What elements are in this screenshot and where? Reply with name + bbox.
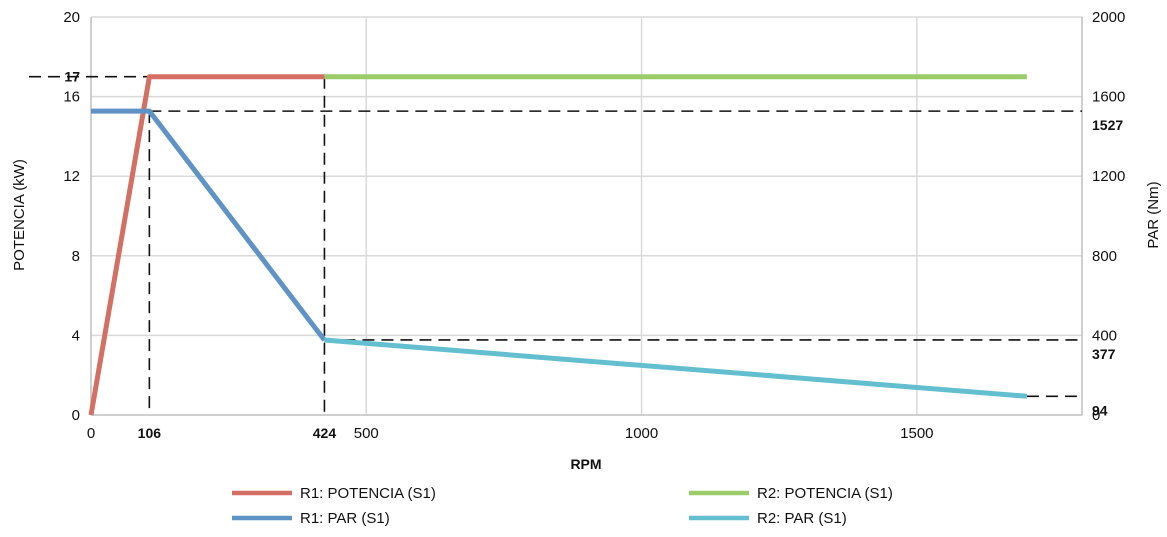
y-right-mark-label: 1527 bbox=[1092, 117, 1123, 133]
grid bbox=[91, 16, 1082, 415]
series-line-4 bbox=[324, 337, 1028, 399]
series-lines bbox=[88, 74, 1028, 416]
x-tick-label: 1500 bbox=[900, 425, 933, 442]
y-right-tick-label: 1200 bbox=[1092, 168, 1125, 185]
legend-item: R1: PAR (S1) bbox=[232, 510, 390, 527]
x-mark-label: 424 bbox=[313, 425, 337, 441]
x-axis-title: RPM bbox=[570, 456, 601, 472]
y-right-mark-label: 377 bbox=[1092, 346, 1116, 362]
legend-label: R1: PAR (S1) bbox=[300, 510, 390, 527]
x-tick-label: 1000 bbox=[625, 425, 658, 442]
x-tick-label: 500 bbox=[354, 425, 379, 442]
legend-item: R1: POTENCIA (S1) bbox=[232, 485, 436, 502]
y-left-tick-label: 20 bbox=[63, 9, 80, 26]
y-axis-left-title: POTENCIA (kW) bbox=[11, 159, 28, 271]
legend-label: R2: POTENCIA (S1) bbox=[757, 485, 893, 502]
y-right-tick-label: 0 bbox=[1092, 407, 1100, 424]
y-right-tick-label: 2000 bbox=[1092, 9, 1125, 26]
axes bbox=[90, 17, 1083, 416]
y-left-tick-label: 4 bbox=[72, 327, 80, 344]
tick-labels: 0 4 8 12 16 20 0 400 800 1200 1600 2000 0 500 1000 1500… bbox=[63, 9, 1125, 442]
legend-label: R2: PAR (S1) bbox=[757, 510, 847, 527]
y-right-tick-label: 1600 bbox=[1092, 89, 1125, 106]
y-axis-right-title: PAR (Nm) bbox=[1145, 181, 1162, 248]
y-left-tick-label: 12 bbox=[63, 168, 80, 185]
y-left-mark-label: 17 bbox=[64, 69, 80, 85]
legend-label: R1: POTENCIA (S1) bbox=[300, 485, 436, 502]
y-left-tick-label: 8 bbox=[72, 248, 80, 265]
y-left-tick-label: 0 bbox=[72, 407, 80, 424]
x-mark-label: 106 bbox=[138, 425, 162, 441]
legend-item: R2: PAR (S1) bbox=[689, 510, 847, 527]
legend-item: R2: POTENCIA (S1) bbox=[689, 485, 893, 502]
x-tick-label: 0 bbox=[87, 425, 95, 442]
series-line-1 bbox=[88, 74, 325, 416]
y-right-tick-label: 400 bbox=[1092, 327, 1117, 344]
y-right-tick-label: 800 bbox=[1092, 248, 1117, 265]
guide-lines bbox=[29, 75, 1082, 415]
legend: R1: POTENCIA (S1) R2: POTENCIA (S1) R1: PA… bbox=[232, 485, 893, 527]
y-left-tick-label: 16 bbox=[63, 89, 80, 106]
y-right-mark-label: 94 bbox=[1092, 402, 1108, 418]
